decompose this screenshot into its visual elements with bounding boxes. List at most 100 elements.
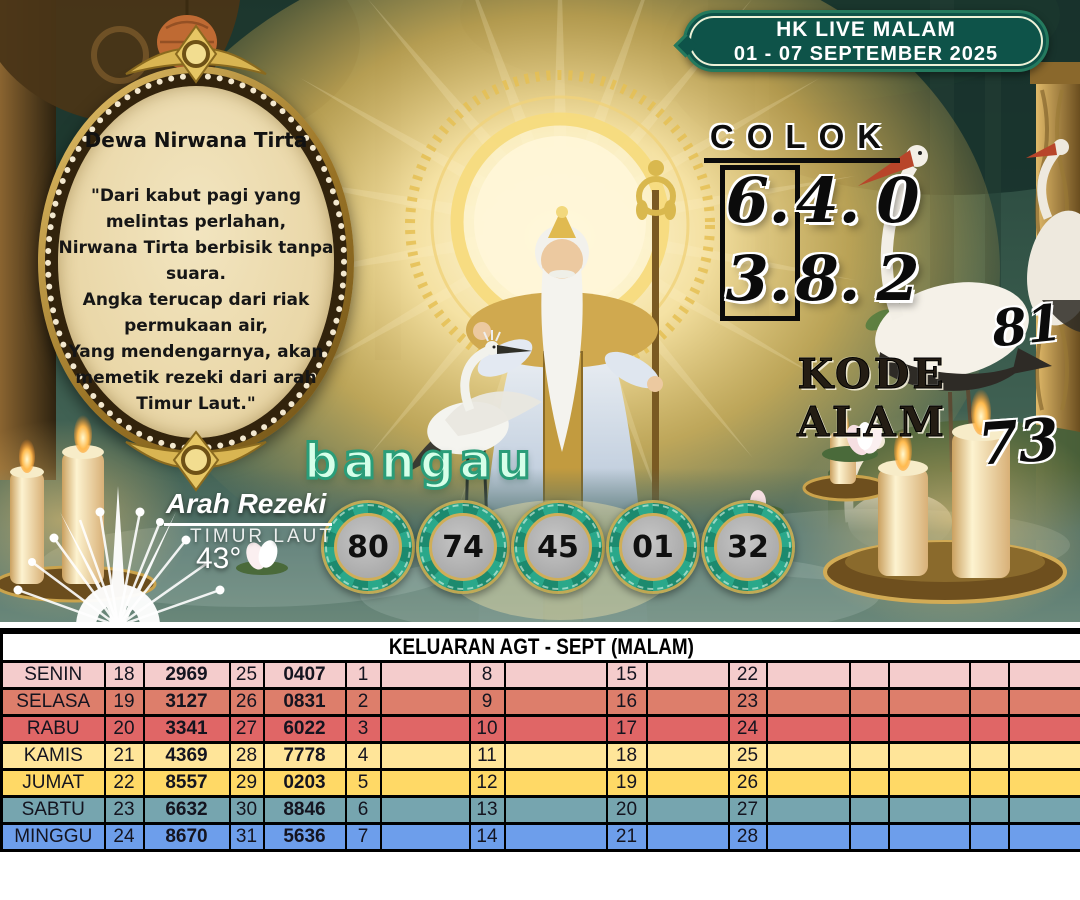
result-cell	[1007, 768, 1080, 798]
result-cell	[379, 822, 471, 852]
date-cell: 20	[605, 795, 648, 825]
lucky-number: 01	[632, 529, 674, 565]
date-cell: 6	[344, 795, 382, 825]
mandala-circle-center: 80	[334, 513, 402, 581]
result-cell: 6632	[142, 795, 231, 825]
date-cell: 1	[344, 660, 382, 690]
result-cell: 4369	[142, 741, 231, 771]
poem-line: Nirwana Tirta berbisik tanpa	[58, 238, 334, 258]
result-cell	[645, 660, 730, 690]
result-cell	[887, 822, 971, 852]
date-cell: 23	[727, 687, 768, 717]
date-cell: 14	[468, 822, 506, 852]
result-cell	[379, 741, 471, 771]
kode-alam-number-2: 73	[975, 405, 1061, 479]
date-cell: 15	[605, 660, 648, 690]
poem-line: Angka terucap dari riak	[82, 290, 310, 310]
result-cell	[503, 741, 608, 771]
colok-digit: 2	[876, 242, 920, 315]
result-cell	[379, 795, 471, 825]
date-cell: 24	[727, 714, 768, 744]
date-cell: 29	[228, 768, 265, 798]
date-cell: 18	[605, 741, 648, 771]
result-cell	[379, 768, 471, 798]
result-cell	[503, 768, 608, 798]
date-cell	[848, 660, 890, 690]
result-cell: 3127	[142, 687, 231, 717]
compass-rose-icon	[13, 486, 225, 626]
result-cell	[1007, 795, 1080, 825]
gold-crest-top-icon	[125, 24, 267, 84]
day-cell: SABTU	[0, 795, 106, 825]
date-cell	[848, 795, 890, 825]
result-cell	[379, 660, 471, 690]
bangau-label: bangau	[303, 433, 536, 492]
result-cell	[645, 714, 730, 744]
mandala-circle: 45	[511, 500, 605, 594]
date-cell: 9	[468, 687, 506, 717]
date-cell: 25	[727, 741, 768, 771]
result-cell	[645, 822, 730, 852]
mandala-circle-center: 74	[429, 513, 497, 581]
date-cell: 7	[344, 822, 382, 852]
result-cell	[1007, 687, 1080, 717]
date-cell: 12	[468, 768, 506, 798]
halo-ring	[405, 70, 715, 380]
date-cell: 22	[103, 768, 145, 798]
date-cell: 19	[103, 687, 145, 717]
result-cell	[887, 795, 971, 825]
date-cell: 24	[103, 822, 145, 852]
colok-highlight-box	[720, 165, 800, 321]
date-cell: 28	[727, 822, 768, 852]
table-row: SENIN 18 2969 25 0407 1 8 15 22	[0, 660, 1080, 690]
day-cell: MINGGU	[0, 822, 106, 852]
date-cell: 31	[228, 822, 265, 852]
result-cell	[765, 660, 851, 690]
result-cell	[379, 687, 471, 717]
date-cell	[968, 795, 1010, 825]
colok-row: 6. 4. 0	[723, 163, 933, 241]
colok-heading: COLOK	[704, 118, 900, 163]
result-cell	[379, 714, 471, 744]
date-cell: 21	[605, 822, 648, 852]
poem-line: melintas perlahan,	[105, 212, 287, 232]
date-cell: 23	[103, 795, 145, 825]
date-cell	[968, 741, 1010, 771]
result-cell	[887, 714, 971, 744]
date-cell	[848, 768, 890, 798]
result-cell	[1007, 714, 1080, 744]
colok-digit: 3.	[725, 242, 791, 315]
lucky-number-circles: 80 74 45 01 32	[321, 500, 795, 594]
day-cell: SELASA	[0, 687, 106, 717]
badge-title: HK LIVE MALAM	[776, 17, 956, 41]
result-cell: 2969	[142, 660, 231, 690]
date-cell: 26	[727, 768, 768, 798]
day-cell: KAMIS	[0, 741, 106, 771]
mandala-circle-center: 45	[524, 513, 592, 581]
table-row: MINGGU 24 8670 31 5636 7 14 21 28	[0, 822, 1080, 852]
table-row: RABU 20 3341 27 6022 3 10 17 24	[0, 714, 1080, 744]
lucky-number: 32	[727, 529, 769, 565]
result-cell: 5636	[262, 822, 347, 852]
result-cell	[765, 741, 851, 771]
table-row: SABTU 23 6632 30 8846 6 13 20 27	[0, 795, 1080, 825]
colok-digit: 8.	[795, 242, 861, 315]
date-cell: 19	[605, 768, 648, 798]
colok-digit: 0	[876, 164, 920, 237]
result-cell	[645, 687, 730, 717]
date-cell	[968, 768, 1010, 798]
colok-digit: 4.	[795, 164, 861, 237]
result-cell	[887, 660, 971, 690]
oracle-title: Dewa Nirwana Tirta	[84, 128, 308, 152]
table-row: KAMIS 21 4369 28 7778 4 11 18 25	[0, 741, 1080, 771]
date-cell: 21	[103, 741, 145, 771]
result-cell	[765, 768, 851, 798]
colok-numbers: 6. 4. 0 3. 8. 2	[723, 163, 933, 319]
mandala-circle: 01	[606, 500, 700, 594]
arah-rezeki-heading: Arah Rezeki	[164, 488, 333, 526]
keluaran-table: KELUARAN AGT - SEPT (MALAM) SENIN 18 2969 2…	[0, 628, 1080, 852]
table-title: KELUARAN AGT - SEPT (MALAM)	[1, 628, 1080, 663]
date-cell: 25	[228, 660, 265, 690]
lotus-flowers	[236, 422, 883, 575]
